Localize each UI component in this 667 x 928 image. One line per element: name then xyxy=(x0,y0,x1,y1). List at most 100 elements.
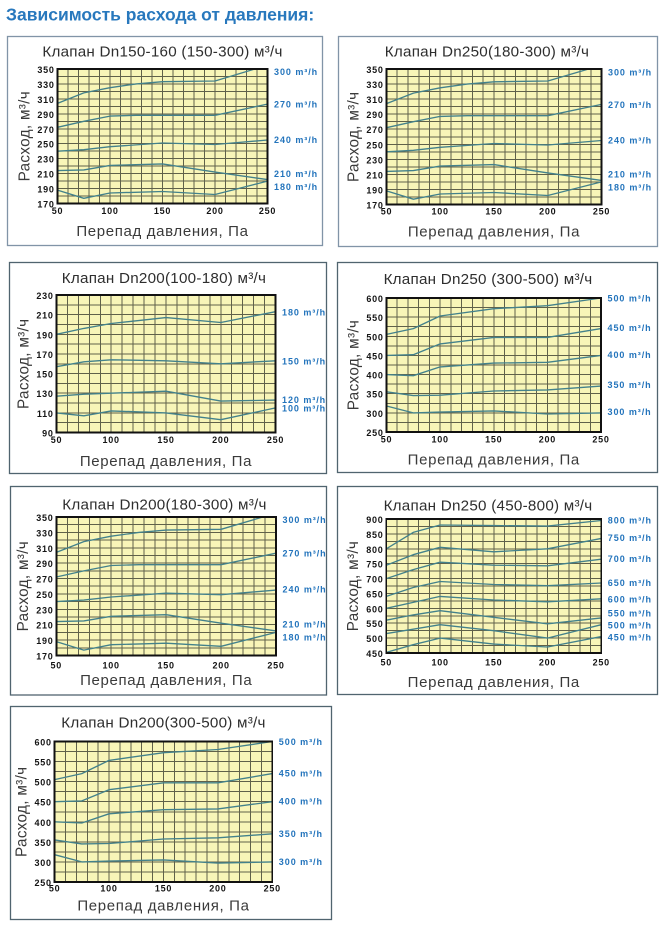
svg-text:Клапан Dn200(100-180) м³/ч: Клапан Dn200(100-180) м³/ч xyxy=(62,270,266,287)
svg-text:150 m³/h: 150 m³/h xyxy=(282,357,326,367)
svg-text:130: 130 xyxy=(36,389,53,399)
svg-text:800: 800 xyxy=(366,545,383,555)
svg-text:400: 400 xyxy=(366,371,383,381)
svg-text:100 m³/h: 100 m³/h xyxy=(282,404,326,414)
svg-text:400 m³/h: 400 m³/h xyxy=(608,350,652,360)
svg-text:Клапан Dn150-160 (150-300) м³/: Клапан Dn150-160 (150-300) м³/ч xyxy=(42,44,282,61)
svg-text:500 m³/h: 500 m³/h xyxy=(608,621,652,631)
svg-text:350 m³/h: 350 m³/h xyxy=(608,380,652,390)
svg-text:50: 50 xyxy=(51,661,63,671)
svg-text:330: 330 xyxy=(366,80,383,90)
svg-text:250: 250 xyxy=(267,435,284,445)
svg-text:450: 450 xyxy=(35,798,52,808)
svg-text:150: 150 xyxy=(154,206,171,216)
svg-text:350: 350 xyxy=(37,65,54,75)
svg-text:200: 200 xyxy=(212,661,229,671)
svg-text:600: 600 xyxy=(366,604,383,614)
svg-text:Расход, м³/ч: Расход, м³/ч xyxy=(345,541,362,631)
svg-text:150: 150 xyxy=(485,207,502,217)
svg-text:300 m³/h: 300 m³/h xyxy=(279,857,323,867)
svg-text:180 m³/h: 180 m³/h xyxy=(283,633,327,643)
svg-text:200: 200 xyxy=(539,658,556,668)
svg-text:270: 270 xyxy=(366,125,383,135)
svg-text:200: 200 xyxy=(209,884,226,894)
svg-text:210 m³/h: 210 m³/h xyxy=(608,170,652,180)
svg-text:250: 250 xyxy=(37,140,54,150)
svg-text:300 m³/h: 300 m³/h xyxy=(608,407,652,417)
svg-text:350: 350 xyxy=(35,838,52,848)
svg-text:190: 190 xyxy=(366,185,383,195)
svg-text:550 m³/h: 550 m³/h xyxy=(608,609,652,619)
svg-text:50: 50 xyxy=(49,884,61,894)
svg-text:330: 330 xyxy=(37,80,54,90)
svg-text:150: 150 xyxy=(485,435,502,445)
svg-text:Расход, м³/ч: Расход, м³/ч xyxy=(13,767,30,857)
svg-text:270: 270 xyxy=(37,125,54,135)
svg-text:Клапан Dn250(180-300) м³/ч: Клапан Dn250(180-300) м³/ч xyxy=(385,44,589,61)
svg-text:50: 50 xyxy=(52,206,64,216)
svg-text:450: 450 xyxy=(366,649,383,659)
svg-text:310: 310 xyxy=(37,95,54,105)
svg-text:100: 100 xyxy=(100,884,117,894)
svg-text:250: 250 xyxy=(267,661,284,671)
svg-text:Клапан Dn250 (300-500) м³/ч: Клапан Dn250 (300-500) м³/ч xyxy=(384,271,593,288)
svg-text:50: 50 xyxy=(51,435,63,445)
svg-text:100: 100 xyxy=(431,435,448,445)
svg-text:300 m³/h: 300 m³/h xyxy=(608,68,652,78)
svg-text:Клапан Dn250 (450-800) м³/ч: Клапан Dn250 (450-800) м³/ч xyxy=(384,498,593,515)
svg-text:250: 250 xyxy=(592,435,609,445)
svg-text:110: 110 xyxy=(37,409,54,419)
svg-text:Расход, м³/ч: Расход, м³/ч xyxy=(345,92,362,182)
svg-text:300 m³/h: 300 m³/h xyxy=(274,67,318,77)
svg-text:900: 900 xyxy=(366,515,383,525)
svg-text:310: 310 xyxy=(36,544,53,554)
svg-text:700 m³/h: 700 m³/h xyxy=(608,554,652,564)
svg-text:800 m³/h: 800 m³/h xyxy=(608,516,652,526)
svg-text:50: 50 xyxy=(381,207,393,217)
svg-text:Перепад давления, Па: Перепад давления, Па xyxy=(408,224,580,241)
svg-text:240 m³/h: 240 m³/h xyxy=(608,136,652,146)
svg-text:310: 310 xyxy=(366,95,383,105)
svg-text:750 m³/h: 750 m³/h xyxy=(608,533,652,543)
svg-text:200: 200 xyxy=(539,435,556,445)
svg-text:270 m³/h: 270 m³/h xyxy=(283,549,327,559)
svg-text:270 m³/h: 270 m³/h xyxy=(274,100,318,110)
svg-text:Перепад давления, Па: Перепад давления, Па xyxy=(77,898,249,915)
svg-text:700: 700 xyxy=(366,575,383,585)
svg-text:650 m³/h: 650 m³/h xyxy=(608,578,652,588)
svg-text:250: 250 xyxy=(259,206,276,216)
svg-text:100: 100 xyxy=(101,206,118,216)
svg-text:240 m³/h: 240 m³/h xyxy=(274,135,318,145)
svg-text:400: 400 xyxy=(35,818,52,828)
svg-text:150: 150 xyxy=(157,661,174,671)
svg-text:290: 290 xyxy=(37,110,54,120)
svg-text:210: 210 xyxy=(366,170,383,180)
svg-text:350 m³/h: 350 m³/h xyxy=(279,829,323,839)
svg-text:100: 100 xyxy=(103,435,120,445)
svg-text:250: 250 xyxy=(35,878,52,888)
svg-text:500: 500 xyxy=(366,634,383,644)
svg-text:190: 190 xyxy=(36,636,53,646)
svg-text:90: 90 xyxy=(42,429,54,439)
svg-text:50: 50 xyxy=(381,435,393,445)
svg-text:Перепад давления, Па: Перепад давления, Па xyxy=(76,223,248,240)
svg-text:Перепад давления, Па: Перепад давления, Па xyxy=(80,453,252,470)
svg-text:270: 270 xyxy=(36,575,53,585)
svg-text:250: 250 xyxy=(593,658,610,668)
svg-text:Расход, м³/ч: Расход, м³/ч xyxy=(15,319,32,409)
svg-text:150: 150 xyxy=(485,658,502,668)
svg-text:300: 300 xyxy=(35,858,52,868)
svg-text:500: 500 xyxy=(35,778,52,788)
svg-text:250: 250 xyxy=(264,884,281,894)
svg-text:150: 150 xyxy=(36,370,53,380)
svg-text:300 m³/h: 300 m³/h xyxy=(283,515,327,525)
svg-text:250: 250 xyxy=(366,140,383,150)
svg-text:170: 170 xyxy=(36,350,53,360)
svg-text:230: 230 xyxy=(36,605,53,615)
svg-text:120 m³/h: 120 m³/h xyxy=(282,395,326,405)
svg-text:550: 550 xyxy=(35,758,52,768)
svg-text:350: 350 xyxy=(366,65,383,75)
svg-text:Клапан Dn200(180-300) м³/ч: Клапан Dn200(180-300) м³/ч xyxy=(62,497,266,514)
svg-text:240 m³/h: 240 m³/h xyxy=(283,585,327,595)
svg-text:190: 190 xyxy=(37,185,54,195)
